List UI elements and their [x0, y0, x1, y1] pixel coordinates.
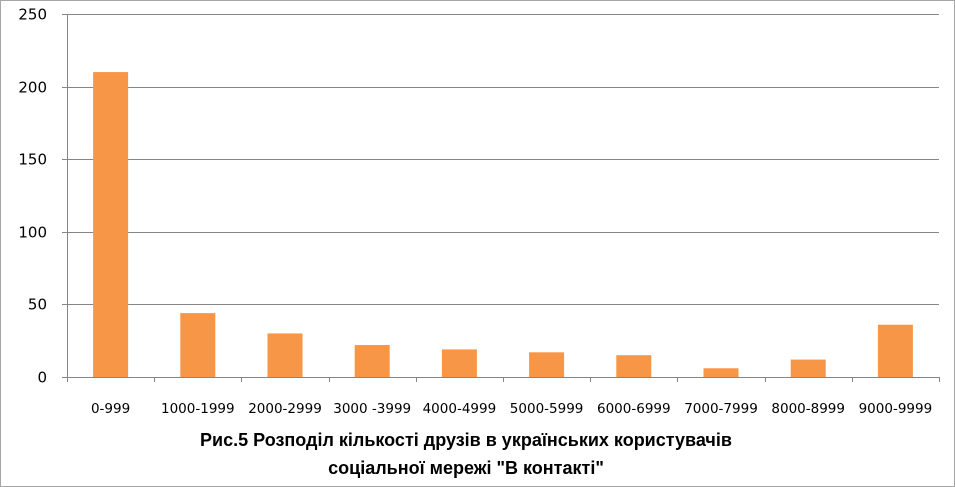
bars	[93, 72, 913, 377]
y-tick-label-100: 100	[18, 224, 47, 242]
y-tick-label-50: 50	[28, 296, 47, 314]
x-tick-label-7: 7000-7999	[684, 401, 758, 417]
bar-2000-2999	[267, 333, 303, 377]
bar-1000-1999	[180, 313, 216, 377]
x-tick-label-4: 4000-4999	[423, 401, 497, 417]
bar-0-999	[93, 72, 129, 377]
x-tick-label-5: 5000-5999	[510, 401, 584, 417]
bar-8000-8999	[790, 359, 826, 377]
x-tick-label-8: 8000-8999	[771, 401, 845, 417]
bar-3000-3999	[354, 345, 390, 377]
bar-9000-9999	[877, 324, 913, 377]
bar-4000-4999	[441, 349, 477, 377]
bar-7000-7999	[703, 368, 739, 377]
chart-title-line-2: соціальної мережі "В контакті"	[328, 458, 604, 478]
y-tick-label-150: 150	[18, 151, 47, 169]
y-tick-labels: 0 50 100 150 200 250	[18, 6, 47, 387]
chart-title-line-1: Рис.5 Розподіл кількості друзів в україн…	[200, 430, 732, 450]
x-tick-label-3: 3000 -3999	[333, 401, 411, 417]
y-tick-label-0: 0	[37, 369, 47, 387]
x-tick-label-1: 1000-1999	[161, 401, 235, 417]
x-tick-label-0: 0-999	[91, 401, 130, 417]
bar-6000-6999	[616, 355, 652, 377]
x-tick-label-9: 9000-9999	[859, 401, 933, 417]
axes	[62, 14, 940, 382]
bar-5000-5999	[529, 352, 565, 377]
x-tick-labels: 0-999 1000-1999 2000-2999 3000 -3999 4000-49…	[91, 401, 932, 417]
x-tick-label-2: 2000-2999	[248, 401, 322, 417]
x-tick-label-6: 6000-6999	[597, 401, 671, 417]
y-tick-label-250: 250	[18, 6, 47, 24]
gridlines	[67, 14, 939, 305]
y-tick-label-200: 200	[18, 79, 47, 97]
